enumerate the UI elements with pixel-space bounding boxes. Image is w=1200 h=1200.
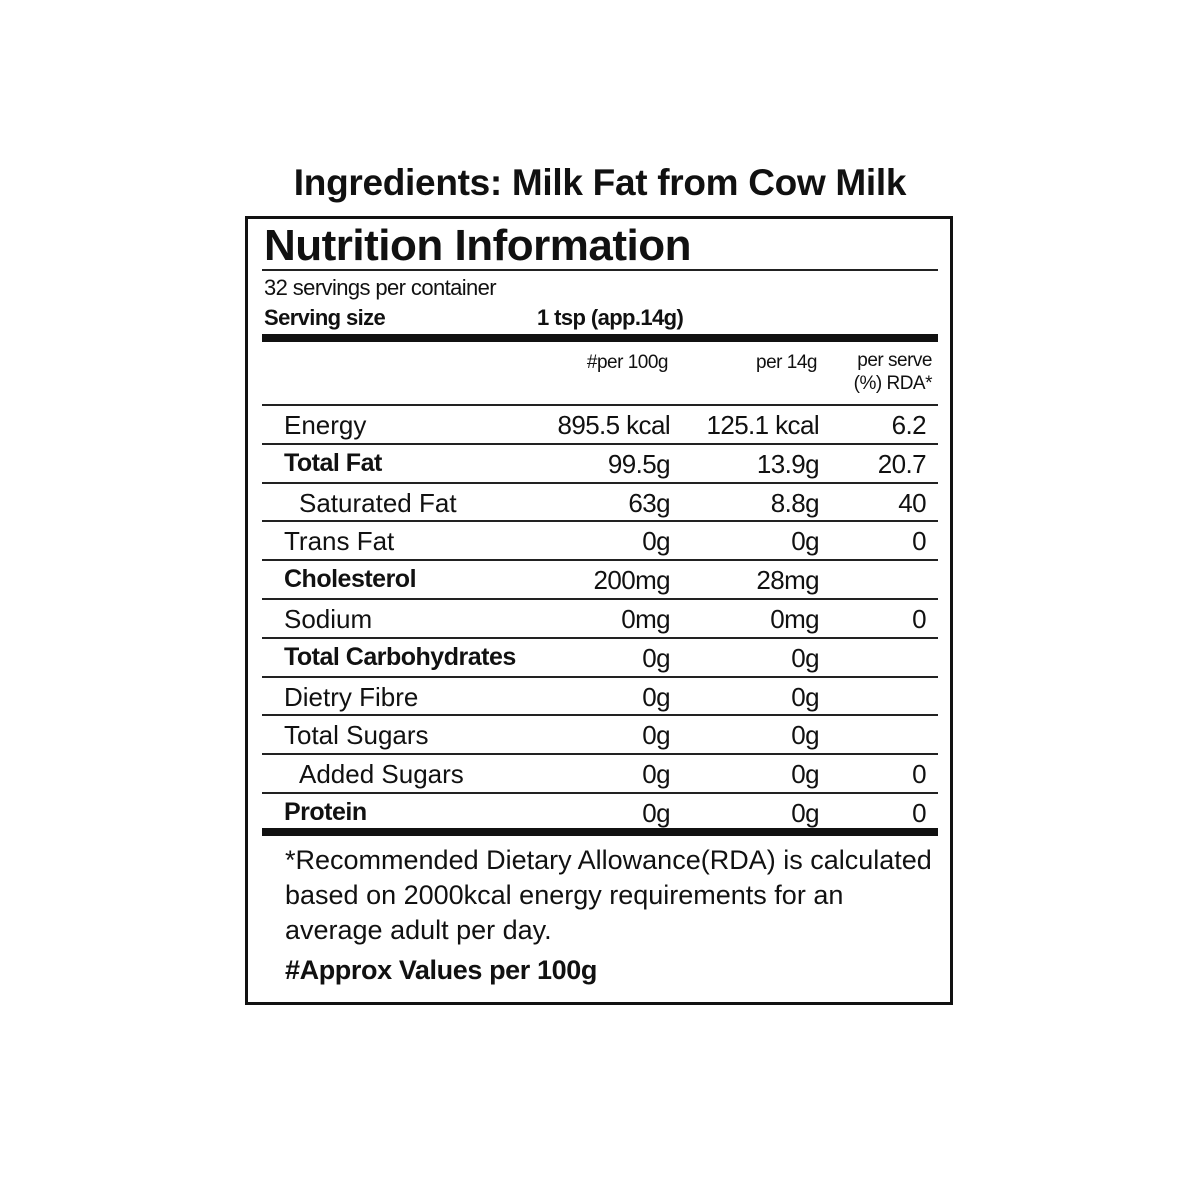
nutrient-row: Added Sugars 0g 0g 0 [262, 755, 938, 793]
row-divider [262, 442, 938, 445]
column-header-rda: per serve (%) RDA* [853, 349, 933, 395]
value-rda: 40 [898, 487, 926, 518]
nutrient-name: Total Sugars [284, 720, 429, 751]
value-per-14g: 125.1 kcal [706, 410, 819, 440]
nutrient-name: Sodium [284, 604, 373, 634]
row-divider [262, 559, 938, 562]
nutrient-row: Cholesterol 200mg 28mg [262, 561, 938, 599]
value-per-100g: 0g [642, 642, 670, 673]
nutrient-row: Trans Fat 0g 0g 0 [262, 522, 938, 560]
serving-size-label: Serving size [264, 305, 386, 330]
value-per-100g: 63g [628, 487, 670, 518]
nutrient-row: Total Sugars 0g 0g [262, 716, 938, 754]
value-per-14g: 0g [791, 798, 819, 828]
value-per-14g: 8.8g [770, 487, 820, 518]
value-per-14g: 0g [791, 681, 819, 712]
label-title: Nutrition Information [264, 221, 692, 270]
nutrient-name: Total Carbohydrates [284, 642, 516, 671]
serving-size-value: 1 tsp (app.14g) [537, 305, 684, 330]
value-per-100g: 200mg [593, 565, 671, 596]
approx-values-note: #Approx Values per 100g [285, 955, 597, 985]
nutrient-row: Saturated Fat 63g 8.8g 40 [262, 484, 938, 522]
rda-footnote: *Recommended Dietary Allowance(RDA) is c… [285, 845, 932, 945]
value-per-100g: 0mg [621, 604, 670, 634]
nutrient-name: Dietry Fibre [284, 681, 419, 712]
value-per-100g: 0g [642, 720, 670, 751]
row-divider [262, 636, 938, 639]
nutrient-name: Cholesterol [284, 565, 417, 594]
nutrient-row: Sodium 0mg 0mg 0 [262, 600, 938, 638]
nutrient-name: Energy [284, 410, 367, 440]
value-per-100g: 0g [642, 759, 670, 790]
value-per-100g: 895.5 kcal [557, 410, 670, 440]
servings-per-container: 32 servings per container [264, 275, 497, 300]
nutrient-name: Protein [284, 798, 367, 826]
divider [262, 269, 938, 271]
value-rda: 0 [912, 604, 926, 634]
row-divider [262, 598, 938, 600]
nutrient-row: Dietry Fibre 0g 0g [262, 678, 938, 716]
row-divider [262, 714, 938, 717]
nutrient-name: Added Sugars [299, 759, 464, 790]
row-divider [262, 792, 938, 794]
nutrition-label: Nutrition Information 32 servings per co… [245, 216, 953, 1005]
value-per-14g: 0g [791, 642, 819, 673]
column-header-per100g: #per 100g [586, 352, 669, 373]
row-divider [262, 481, 938, 484]
value-per-100g: 0g [642, 681, 670, 712]
ingredients-heading: Ingredients: Milk Fat from Cow Milk [293, 162, 907, 203]
value-per-100g: 99.5g [607, 448, 671, 479]
value-per-14g: 0g [791, 759, 819, 790]
value-per-14g: 28mg [756, 565, 819, 596]
value-rda: 20.7 [877, 448, 927, 479]
value-per-14g: 0g [791, 526, 819, 557]
thick-divider [262, 828, 938, 836]
value-rda: 6.2 [891, 410, 927, 440]
rda-header-line1: per serve [857, 350, 932, 371]
row-divider [262, 520, 938, 523]
nutrient-row: Total Carbohydrates 0g 0g [262, 639, 938, 677]
nutrient-name: Saturated Fat [299, 487, 457, 518]
value-rda: 0 [912, 526, 926, 557]
row-divider [262, 404, 938, 406]
value-per-14g: 0mg [770, 604, 819, 634]
nutrient-row: Total Fat 99.5g 13.9g 20.7 [262, 445, 938, 483]
rda-header-line2: (%) RDA* [853, 373, 933, 394]
value-per-100g: 0g [642, 526, 670, 557]
column-header-per14g: per 14g [756, 352, 817, 373]
value-per-100g: 0g [642, 798, 670, 828]
row-divider [262, 753, 938, 756]
nutrient-row: Energy 895.5 kcal 125.1 kcal 6.2 [262, 406, 938, 444]
nutrient-row: Protein 0g 0g 0 [262, 794, 938, 832]
nutrient-name: Trans Fat [284, 526, 395, 557]
value-per-14g: 13.9g [756, 448, 820, 479]
value-rda: 0 [912, 798, 926, 828]
value-per-14g: 0g [791, 720, 819, 751]
row-divider [262, 675, 938, 678]
value-rda: 0 [912, 759, 926, 790]
thick-divider [262, 334, 938, 342]
nutrient-name: Total Fat [284, 448, 382, 477]
